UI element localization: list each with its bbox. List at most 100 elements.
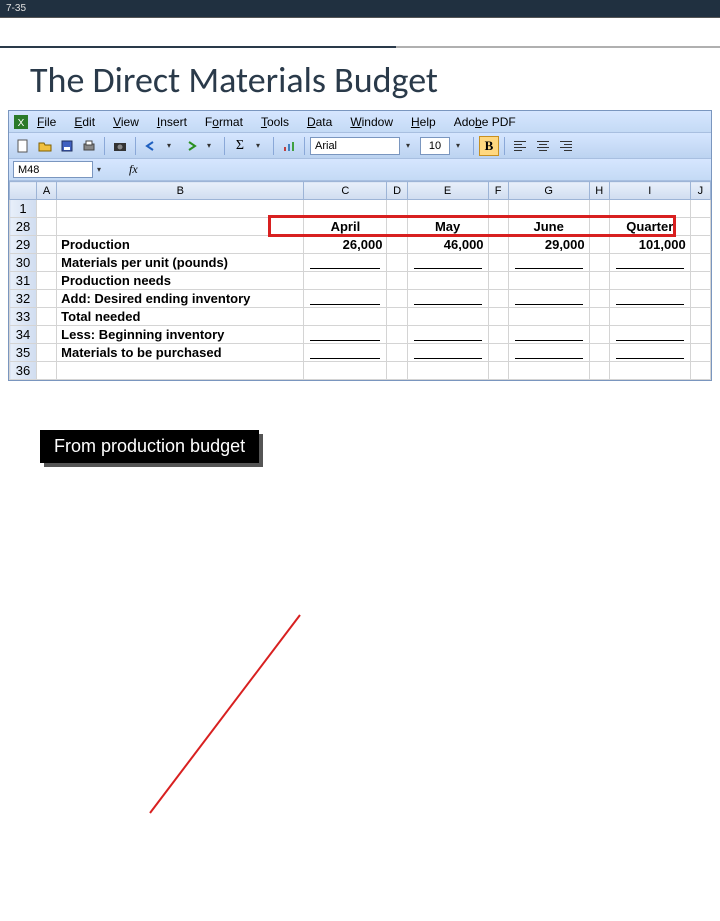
align-left-icon[interactable]	[514, 137, 532, 155]
col-header-E[interactable]: E	[407, 182, 488, 200]
row-header-28[interactable]: 28	[10, 218, 37, 236]
new-icon[interactable]	[13, 136, 33, 156]
cell[interactable]	[589, 200, 609, 218]
cell[interactable]	[488, 272, 508, 290]
cell[interactable]	[609, 200, 690, 218]
cell[interactable]: Less: Beginning inventory	[57, 326, 304, 344]
cell[interactable]	[36, 236, 56, 254]
cell[interactable]	[304, 344, 387, 362]
cell[interactable]	[407, 254, 488, 272]
cell[interactable]	[36, 326, 56, 344]
align-right-icon[interactable]	[554, 137, 572, 155]
cell[interactable]	[488, 362, 508, 380]
menu-view[interactable]: View	[113, 115, 139, 129]
cell[interactable]: Materials to be purchased	[57, 344, 304, 362]
cell[interactable]	[407, 200, 488, 218]
cell[interactable]	[304, 200, 387, 218]
cell[interactable]	[387, 326, 407, 344]
cell[interactable]	[690, 254, 710, 272]
cell[interactable]	[407, 272, 488, 290]
menu-edit[interactable]: Edit	[74, 115, 95, 129]
cell[interactable]: 26,000	[304, 236, 387, 254]
cell[interactable]	[36, 272, 56, 290]
cell[interactable]	[589, 308, 609, 326]
cell[interactable]	[488, 308, 508, 326]
cell[interactable]	[36, 362, 56, 380]
menu-tools[interactable]: Tools	[261, 115, 289, 129]
cell[interactable]	[488, 344, 508, 362]
cell[interactable]	[589, 254, 609, 272]
col-header-H[interactable]: H	[589, 182, 609, 200]
cell[interactable]: Total needed	[57, 308, 304, 326]
cell[interactable]	[387, 218, 407, 236]
camera-icon[interactable]	[110, 136, 130, 156]
row-header-35[interactable]: 35	[10, 344, 37, 362]
cell[interactable]	[304, 272, 387, 290]
cell[interactable]	[589, 236, 609, 254]
cell[interactable]	[387, 200, 407, 218]
cell[interactable]	[488, 200, 508, 218]
cell[interactable]	[57, 362, 304, 380]
cell[interactable]	[36, 218, 56, 236]
cell[interactable]	[508, 200, 589, 218]
autosum-dropdown[interactable]: ▾	[252, 141, 264, 150]
cell[interactable]	[508, 326, 589, 344]
cell[interactable]: June	[508, 218, 589, 236]
cell[interactable]	[57, 218, 304, 236]
menu-data[interactable]: Data	[307, 115, 332, 129]
cell[interactable]: Quarter	[609, 218, 690, 236]
cell[interactable]: 46,000	[407, 236, 488, 254]
row-header-32[interactable]: 32	[10, 290, 37, 308]
font-size-dropdown[interactable]: ▾	[452, 141, 464, 150]
row-header-36[interactable]: 36	[10, 362, 37, 380]
row-header-29[interactable]: 29	[10, 236, 37, 254]
cell[interactable]	[36, 308, 56, 326]
cell[interactable]: Materials per unit (pounds)	[57, 254, 304, 272]
cell[interactable]	[609, 290, 690, 308]
cell[interactable]	[508, 308, 589, 326]
cell[interactable]	[690, 308, 710, 326]
row-header-33[interactable]: 33	[10, 308, 37, 326]
cell[interactable]	[589, 344, 609, 362]
menu-file[interactable]: File	[37, 115, 56, 129]
cell[interactable]	[609, 272, 690, 290]
print-icon[interactable]	[79, 136, 99, 156]
col-header-B[interactable]: B	[57, 182, 304, 200]
cell[interactable]	[387, 254, 407, 272]
cell[interactable]	[304, 362, 387, 380]
fx-icon[interactable]: fx	[129, 162, 138, 177]
row-header-31[interactable]: 31	[10, 272, 37, 290]
redo-icon[interactable]	[181, 136, 201, 156]
select-all-corner[interactable]	[10, 182, 37, 200]
cell[interactable]: Add: Desired ending inventory	[57, 290, 304, 308]
cell[interactable]	[690, 272, 710, 290]
cell[interactable]	[36, 344, 56, 362]
cell[interactable]	[36, 200, 56, 218]
cell[interactable]	[589, 290, 609, 308]
align-center-icon[interactable]	[534, 137, 552, 155]
cell[interactable]	[36, 290, 56, 308]
cell[interactable]	[589, 362, 609, 380]
save-icon[interactable]	[57, 136, 77, 156]
menu-format[interactable]: Format	[205, 115, 243, 129]
cell[interactable]	[304, 308, 387, 326]
cell[interactable]	[690, 200, 710, 218]
col-header-F[interactable]: F	[488, 182, 508, 200]
col-header-D[interactable]: D	[387, 182, 407, 200]
font-name-box[interactable]: Arial	[310, 137, 400, 155]
cell[interactable]	[609, 308, 690, 326]
menu-insert[interactable]: Insert	[157, 115, 187, 129]
cell[interactable]	[387, 308, 407, 326]
font-name-dropdown[interactable]: ▾	[402, 141, 414, 150]
cell[interactable]	[609, 362, 690, 380]
col-header-C[interactable]: C	[304, 182, 387, 200]
bold-button[interactable]: B	[479, 136, 499, 156]
cell[interactable]	[488, 218, 508, 236]
cell[interactable]	[488, 236, 508, 254]
cell[interactable]	[609, 344, 690, 362]
cell[interactable]	[304, 290, 387, 308]
undo-dropdown[interactable]: ▾	[163, 141, 175, 150]
cell[interactable]	[407, 308, 488, 326]
redo-dropdown[interactable]: ▾	[203, 141, 215, 150]
cell[interactable]	[407, 362, 488, 380]
